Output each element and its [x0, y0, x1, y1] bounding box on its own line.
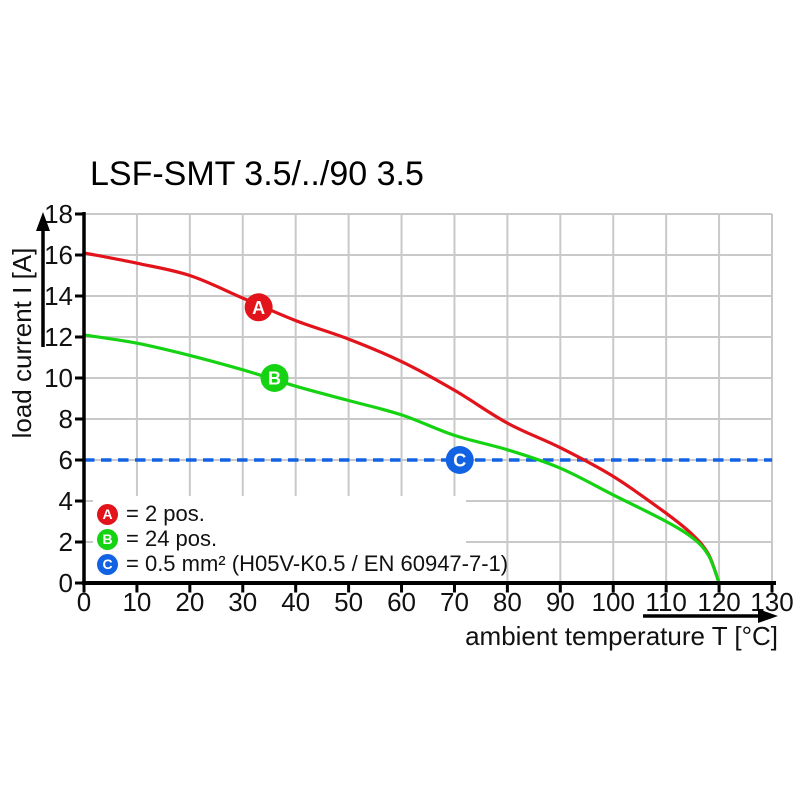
x-axis-label: ambient temperature T [°C]	[465, 621, 778, 651]
svg-text:90: 90	[546, 587, 575, 617]
svg-text:18: 18	[44, 199, 73, 229]
legend-label-b: = 24 pos.	[126, 526, 218, 551]
y-axis-label: load current I [A]	[7, 247, 37, 439]
legend-marker-b-icon: B	[97, 528, 118, 550]
legend-label-a: = 2 pos.	[126, 501, 205, 526]
svg-text:0: 0	[59, 568, 73, 598]
legend-marker-a-icon: A	[97, 503, 118, 525]
legend-marker-c-icon: C	[97, 553, 118, 575]
svg-text:30: 30	[228, 587, 257, 617]
legend-item-b: B = 24 pos.	[97, 526, 218, 551]
legend-item-c: C = 0.5 mm² (H05V-K0.5 / EN 60947-7-1)	[97, 551, 509, 576]
svg-text:6: 6	[59, 445, 73, 475]
svg-text:60: 60	[387, 587, 416, 617]
svg-text:70: 70	[440, 587, 469, 617]
legend-item-a: A = 2 pos.	[97, 501, 205, 526]
svg-text:C: C	[453, 451, 466, 471]
svg-text:A: A	[252, 298, 265, 318]
svg-text:2: 2	[59, 527, 73, 557]
svg-text:B: B	[268, 369, 281, 389]
svg-text:80: 80	[493, 587, 522, 617]
svg-text:50: 50	[334, 587, 363, 617]
page-title: LSF-SMT 3.5/../90 3.5	[90, 155, 424, 193]
legend-label-c: = 0.5 mm² (H05V-K0.5 / EN 60947-7-1)	[126, 551, 509, 576]
svg-text:4: 4	[59, 486, 73, 516]
svg-text:16: 16	[44, 240, 73, 270]
svg-text:10: 10	[122, 587, 151, 617]
svg-text:40: 40	[281, 587, 310, 617]
svg-text:10: 10	[44, 363, 73, 393]
svg-text:8: 8	[59, 404, 73, 434]
svg-text:120: 120	[697, 587, 740, 617]
svg-text:100: 100	[592, 587, 635, 617]
svg-text:130: 130	[750, 587, 793, 617]
svg-text:14: 14	[44, 281, 73, 311]
svg-text:20: 20	[175, 587, 204, 617]
svg-text:12: 12	[44, 322, 73, 352]
svg-text:110: 110	[645, 587, 686, 617]
svg-text:0: 0	[77, 587, 91, 617]
